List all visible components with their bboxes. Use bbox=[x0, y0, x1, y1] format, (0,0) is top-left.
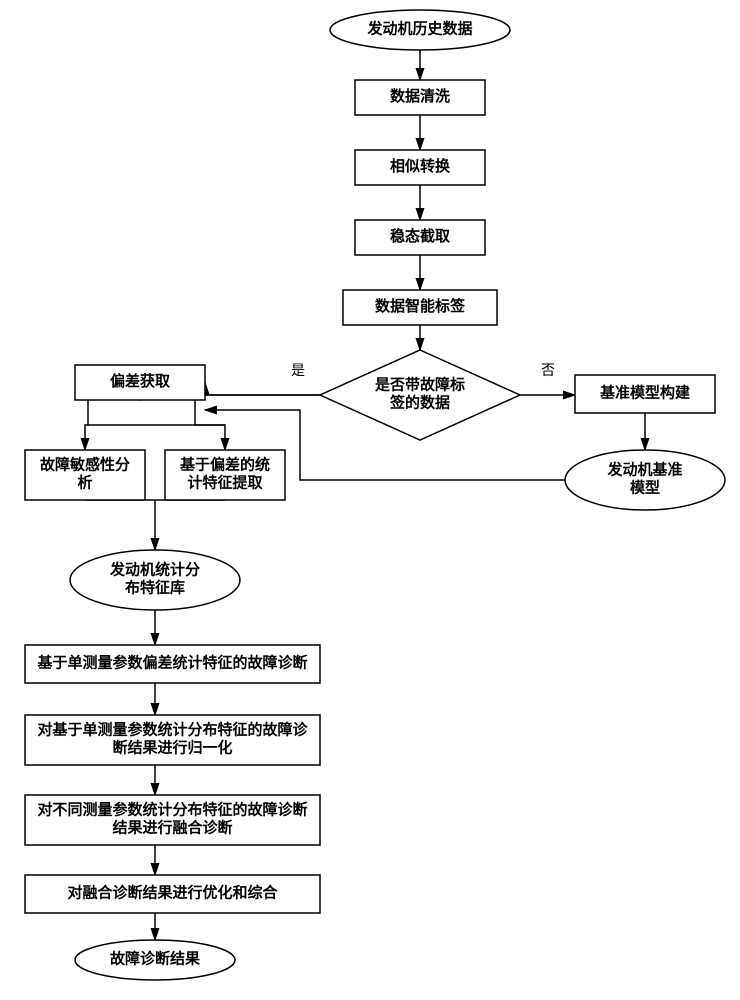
flowchart-canvas: 是否发动机历史数据数据清洗相似转换稳态截取数据智能标签是否带故障标签的数据偏差获… bbox=[0, 0, 740, 1000]
node-label: 结果进行融合诊断 bbox=[112, 818, 232, 836]
node-label: 发动机统计分 bbox=[109, 560, 200, 578]
node-n16: 故障诊断结果 bbox=[75, 940, 235, 980]
node-n10: 发动机基准模型 bbox=[565, 450, 725, 510]
node-label: 发动机历史数据 bbox=[366, 19, 472, 37]
node-label: 计特征提取 bbox=[187, 473, 263, 491]
node-label: 断结果进行归一化 bbox=[112, 738, 232, 756]
node-n0: 发动机历史数据 bbox=[330, 10, 510, 50]
node-n15: 对融合诊断结果进行优化和综合 bbox=[25, 875, 320, 913]
node-n5: 是否带故障标签的数据 bbox=[320, 350, 520, 440]
node-label: 基于偏差的统 bbox=[179, 455, 270, 473]
node-label: 基准模型构建 bbox=[599, 383, 691, 401]
edge bbox=[205, 383, 320, 396]
node-n2: 相似转换 bbox=[355, 150, 485, 185]
node-n1: 数据清洗 bbox=[355, 80, 485, 115]
node-label: 模型 bbox=[630, 478, 660, 496]
node-label: 故障敏感性分 bbox=[40, 455, 130, 473]
node-label: 偏差获取 bbox=[110, 372, 171, 390]
node-label: 故障诊断结果 bbox=[110, 949, 201, 967]
node-label: 数据清洗 bbox=[390, 87, 450, 105]
edge-label: 否 bbox=[541, 364, 555, 379]
node-label: 对基于单测量参数统计分布特征的故障诊 bbox=[37, 720, 308, 738]
node-n8: 故障敏感性分析 bbox=[25, 450, 145, 500]
edge-label: 是 bbox=[291, 364, 305, 379]
node-label: 是否带故障标 bbox=[374, 375, 465, 393]
node-label: 数据智能标签 bbox=[375, 297, 466, 315]
node-label: 对不同测量参数统计分布特征的故障诊断 bbox=[37, 800, 307, 818]
node-n13: 对基于单测量参数统计分布特征的故障诊断结果进行归一化 bbox=[25, 715, 320, 765]
node-label: 对融合诊断结果进行优化和综合 bbox=[67, 883, 278, 901]
node-n11: 发动机统计分布特征库 bbox=[70, 550, 240, 610]
node-label: 基于单测量参数偏差统计特征的故障诊断 bbox=[36, 653, 307, 671]
node-label: 析 bbox=[77, 473, 92, 491]
node-label: 相似转换 bbox=[390, 157, 451, 175]
node-label: 签的数据 bbox=[389, 393, 450, 411]
node-n3: 稳态截取 bbox=[355, 220, 485, 255]
edge bbox=[85, 400, 88, 450]
node-n7: 基准模型构建 bbox=[575, 375, 715, 413]
node-n12: 基于单测量参数偏差统计特征的故障诊断 bbox=[25, 645, 320, 683]
node-n6: 偏差获取 bbox=[75, 365, 205, 400]
node-n9: 基于偏差的统计特征提取 bbox=[165, 450, 285, 500]
node-label: 布特征库 bbox=[125, 578, 185, 596]
node-n4: 数据智能标签 bbox=[343, 290, 497, 325]
node-label: 稳态截取 bbox=[390, 227, 451, 245]
node-label: 发动机基准 bbox=[606, 460, 682, 478]
node-n14: 对不同测量参数统计分布特征的故障诊断结果进行融合诊断 bbox=[25, 795, 320, 845]
